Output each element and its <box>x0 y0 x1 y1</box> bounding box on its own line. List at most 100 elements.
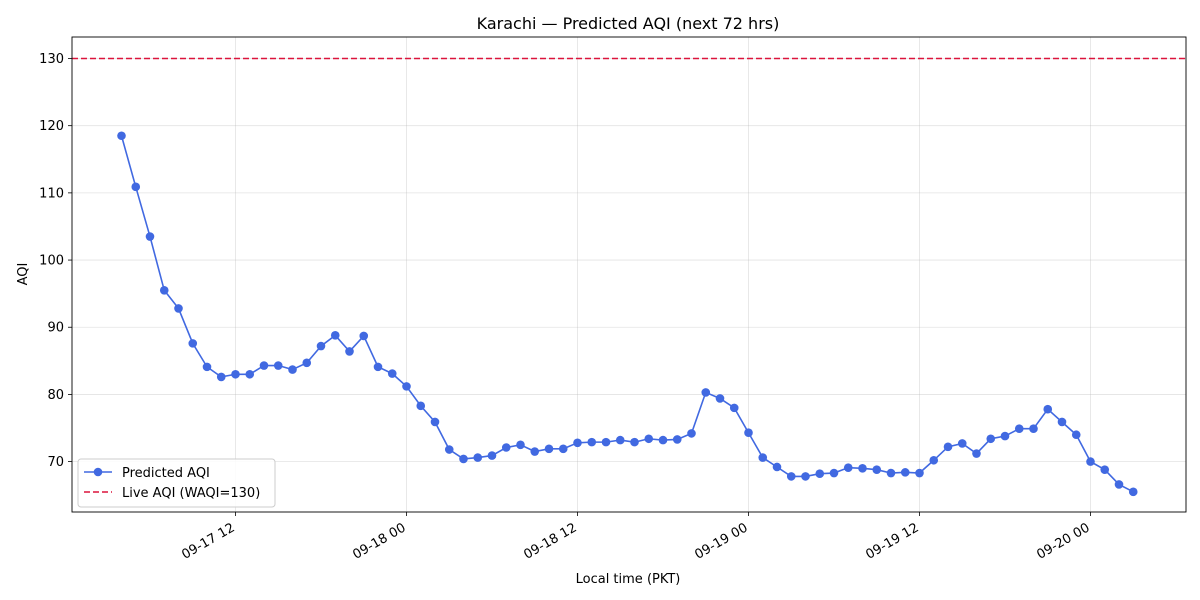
data-point <box>801 472 810 481</box>
x-tick-label: 09-19 12 <box>863 520 921 562</box>
data-point <box>1086 457 1095 466</box>
data-point <box>687 429 696 438</box>
legend-predicted-label: Predicted AQI <box>122 466 210 481</box>
y-tick-label: 80 <box>47 388 64 403</box>
data-point <box>615 435 625 445</box>
legend-predicted-marker <box>93 467 103 477</box>
data-point <box>829 468 839 478</box>
y-axis-ticks: 70 80 90 100 110 120 130 <box>39 52 72 470</box>
data-point <box>245 369 255 379</box>
data-point <box>544 444 554 454</box>
grid <box>72 37 1186 512</box>
data-point <box>359 331 369 341</box>
predicted-aqi-line <box>120 135 1134 493</box>
y-tick-label: 90 <box>47 321 64 336</box>
data-point <box>1043 404 1053 414</box>
data-point <box>188 339 198 348</box>
data-point <box>872 465 882 474</box>
data-point <box>1100 465 1110 474</box>
data-point <box>701 388 711 397</box>
data-point <box>117 131 126 141</box>
plot-frame <box>71 36 1187 513</box>
data-point <box>587 437 597 447</box>
data-point <box>473 453 483 462</box>
legend-box <box>77 458 276 508</box>
data-point <box>886 468 896 478</box>
data-point <box>858 464 867 473</box>
data-point <box>1000 431 1010 441</box>
data-point <box>573 438 582 448</box>
data-point <box>501 443 511 452</box>
data-point <box>145 232 155 241</box>
chart-title: Karachi — Predicted AQI (next 72 hrs) <box>477 14 780 33</box>
data-point <box>744 428 753 438</box>
data-point <box>387 369 397 378</box>
y-axis-label: AQI <box>16 263 31 286</box>
data-point <box>231 369 240 379</box>
data-point <box>459 454 468 464</box>
y-tick-label: 120 <box>39 119 64 134</box>
data-point <box>1029 424 1038 433</box>
predicted-aqi-series <box>117 131 1138 497</box>
x-tick-label: 09-20 00 <box>1034 520 1092 562</box>
data-point <box>658 435 668 445</box>
data-point <box>345 347 354 356</box>
data-point <box>601 437 611 447</box>
data-point <box>131 182 141 192</box>
data-point <box>672 435 682 444</box>
data-point <box>815 469 825 479</box>
data-point <box>159 285 169 295</box>
data-point <box>1071 430 1081 440</box>
legend: Predicted AQI Live AQI (WAQI=130) <box>77 458 276 508</box>
data-point <box>373 362 383 372</box>
legend-live-label: Live AQI (WAQI=130) <box>122 486 260 501</box>
data-point <box>900 468 910 477</box>
data-point <box>430 417 440 427</box>
data-point <box>915 468 924 478</box>
data-point <box>1057 417 1067 427</box>
data-point <box>416 401 426 411</box>
data-point <box>644 434 654 444</box>
data-point <box>843 463 853 472</box>
data-point <box>530 447 540 456</box>
data-point <box>772 462 782 472</box>
data-point <box>302 358 312 368</box>
data-point <box>729 403 739 413</box>
data-point <box>402 382 411 391</box>
x-tick-label: 09-18 12 <box>521 520 579 562</box>
data-point <box>957 439 967 448</box>
data-point <box>1114 480 1124 489</box>
y-tick-label: 70 <box>47 455 64 470</box>
x-axis-label: Local time (PKT) <box>576 572 681 587</box>
data-point <box>216 372 226 382</box>
data-point <box>288 365 297 374</box>
data-point <box>516 440 525 450</box>
y-tick-label: 100 <box>39 254 64 269</box>
data-point <box>715 394 725 403</box>
data-point <box>259 361 269 370</box>
data-point <box>316 341 326 351</box>
data-point <box>273 361 283 370</box>
data-point <box>487 451 497 460</box>
data-point <box>558 444 568 454</box>
x-tick-label: 09-19 00 <box>692 520 750 562</box>
x-tick-label: 09-18 00 <box>350 520 408 562</box>
data-point <box>986 434 996 444</box>
x-axis-ticks: 09-17 12 09-18 00 09-18 12 09-19 00 09-19 12… <box>179 512 1093 563</box>
data-point <box>202 362 212 372</box>
data-point <box>1128 487 1138 497</box>
y-tick-label: 130 <box>39 52 64 67</box>
data-point <box>444 445 454 454</box>
data-point <box>972 449 981 458</box>
data-point <box>786 472 796 481</box>
data-point <box>1014 424 1024 433</box>
y-tick-label: 110 <box>39 186 64 201</box>
data-point <box>758 453 768 462</box>
data-point <box>943 442 953 452</box>
data-point <box>330 331 340 340</box>
data-point <box>929 455 939 465</box>
data-point <box>630 437 639 447</box>
x-tick-label: 09-17 12 <box>179 520 237 562</box>
data-point <box>174 304 183 313</box>
